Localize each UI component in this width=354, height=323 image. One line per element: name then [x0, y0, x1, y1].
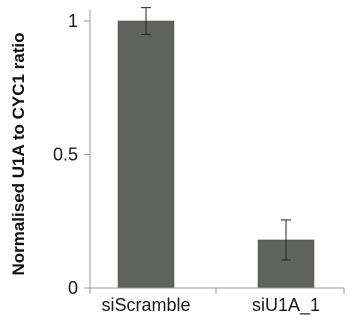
x-category-label: siScramble [101, 295, 190, 315]
y-tick-label: 0 [68, 278, 78, 298]
y-tick-label: 1 [68, 11, 78, 31]
x-category-label: siU1A_1 [252, 295, 320, 316]
y-axis-title: Normalised U1A to CYC1 ratio [9, 32, 28, 275]
x-categories-group: siScramble siU1A_1 [89, 288, 345, 316]
bars-group [117, 20, 315, 289]
bar-siscramble [117, 20, 175, 289]
y-ticks-group: 00.51 [53, 11, 90, 298]
error-bars-group [141, 7, 291, 261]
y-tick-label: 0.5 [53, 145, 78, 165]
